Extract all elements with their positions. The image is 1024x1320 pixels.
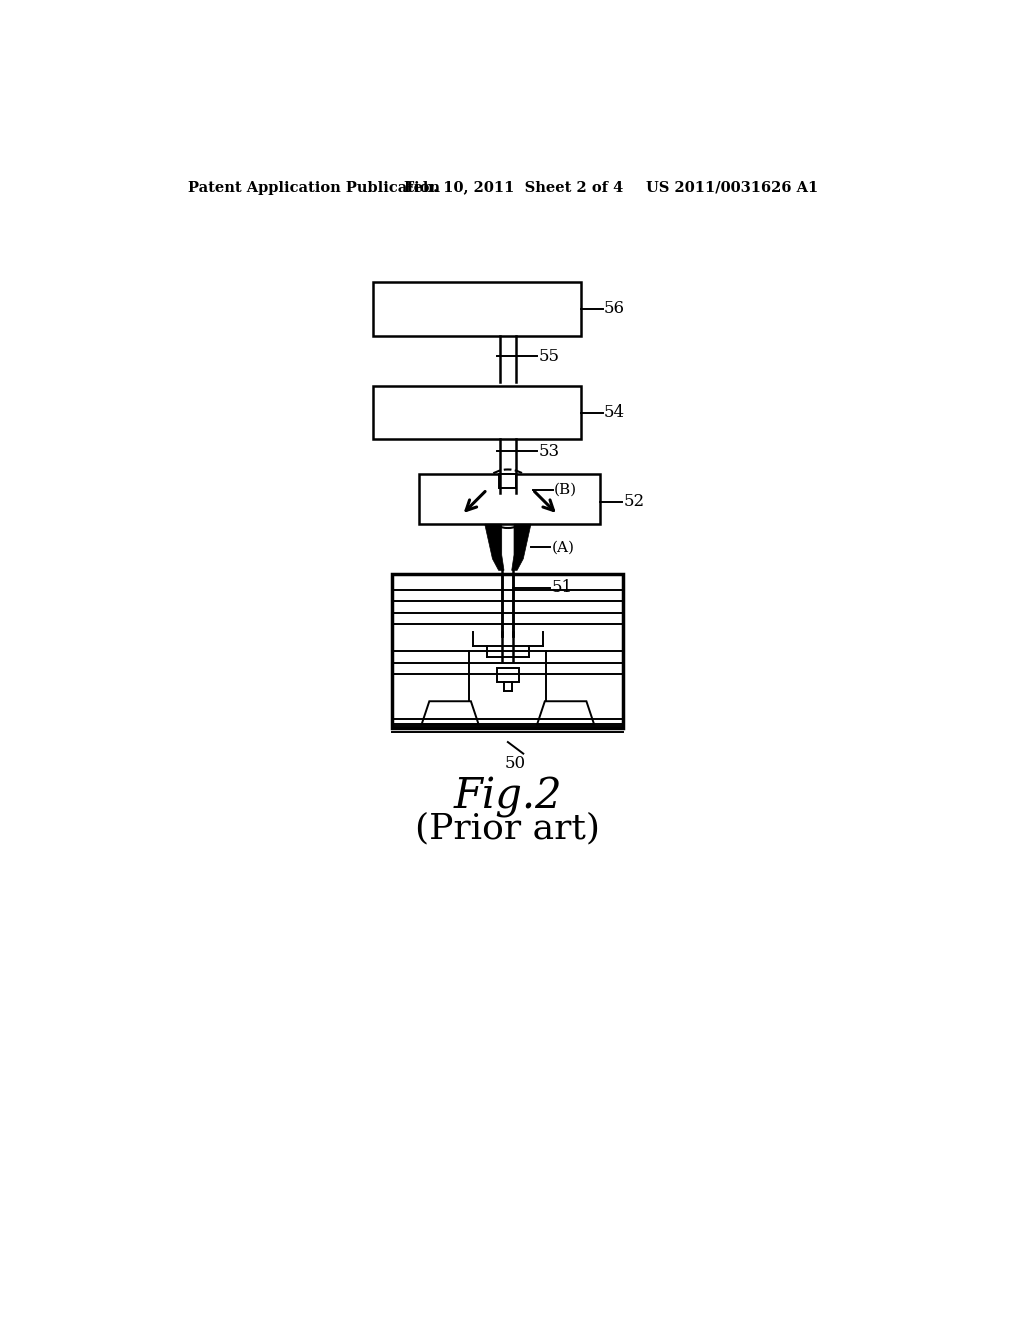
Text: (A): (A) — [552, 540, 574, 554]
Text: 53: 53 — [539, 442, 560, 459]
Bar — [392, 574, 624, 729]
Text: Patent Application Publication: Patent Application Publication — [188, 181, 440, 194]
Text: Fig.2: Fig.2 — [454, 776, 562, 818]
Bar — [500, 474, 516, 488]
Text: 52: 52 — [624, 494, 644, 510]
Text: (Prior art): (Prior art) — [416, 812, 600, 845]
Text: (B): (B) — [554, 483, 578, 496]
Text: 50: 50 — [505, 755, 526, 772]
Bar — [497, 668, 518, 682]
Text: 55: 55 — [539, 347, 560, 364]
Text: 51: 51 — [552, 579, 572, 597]
Polygon shape — [512, 524, 531, 570]
Polygon shape — [484, 524, 504, 570]
Text: 54: 54 — [604, 404, 626, 421]
Text: Feb. 10, 2011  Sheet 2 of 4: Feb. 10, 2011 Sheet 2 of 4 — [403, 181, 624, 194]
Bar — [373, 281, 581, 335]
Text: 56: 56 — [604, 300, 625, 317]
Bar — [419, 474, 600, 524]
Bar — [373, 385, 581, 440]
Text: US 2011/0031626 A1: US 2011/0031626 A1 — [646, 181, 819, 194]
